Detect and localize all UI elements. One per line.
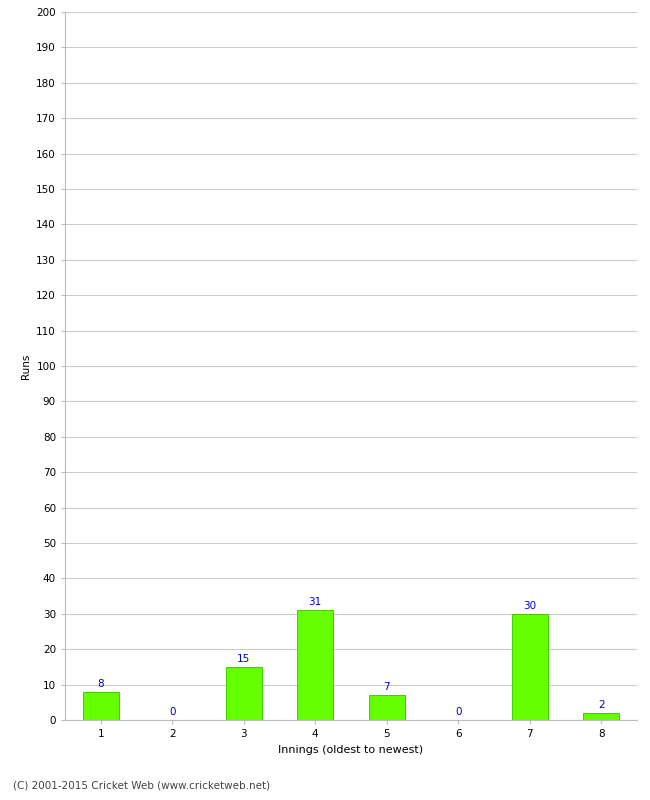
Text: 31: 31 [309, 598, 322, 607]
Bar [369, 695, 404, 720]
Y-axis label: Runs: Runs [21, 354, 31, 378]
Text: 0: 0 [455, 707, 461, 717]
Text: (C) 2001-2015 Cricket Web (www.cricketweb.net): (C) 2001-2015 Cricket Web (www.cricketwe… [13, 781, 270, 790]
Bar [83, 692, 118, 720]
Text: 2: 2 [598, 700, 604, 710]
Text: 8: 8 [98, 679, 104, 689]
Bar [584, 713, 619, 720]
Text: 0: 0 [169, 707, 176, 717]
Bar [512, 614, 547, 720]
Text: 30: 30 [523, 601, 536, 611]
Text: 15: 15 [237, 654, 250, 664]
Bar [298, 610, 333, 720]
X-axis label: Innings (oldest to newest): Innings (oldest to newest) [278, 745, 424, 754]
Text: 7: 7 [384, 682, 390, 692]
Bar [226, 667, 261, 720]
